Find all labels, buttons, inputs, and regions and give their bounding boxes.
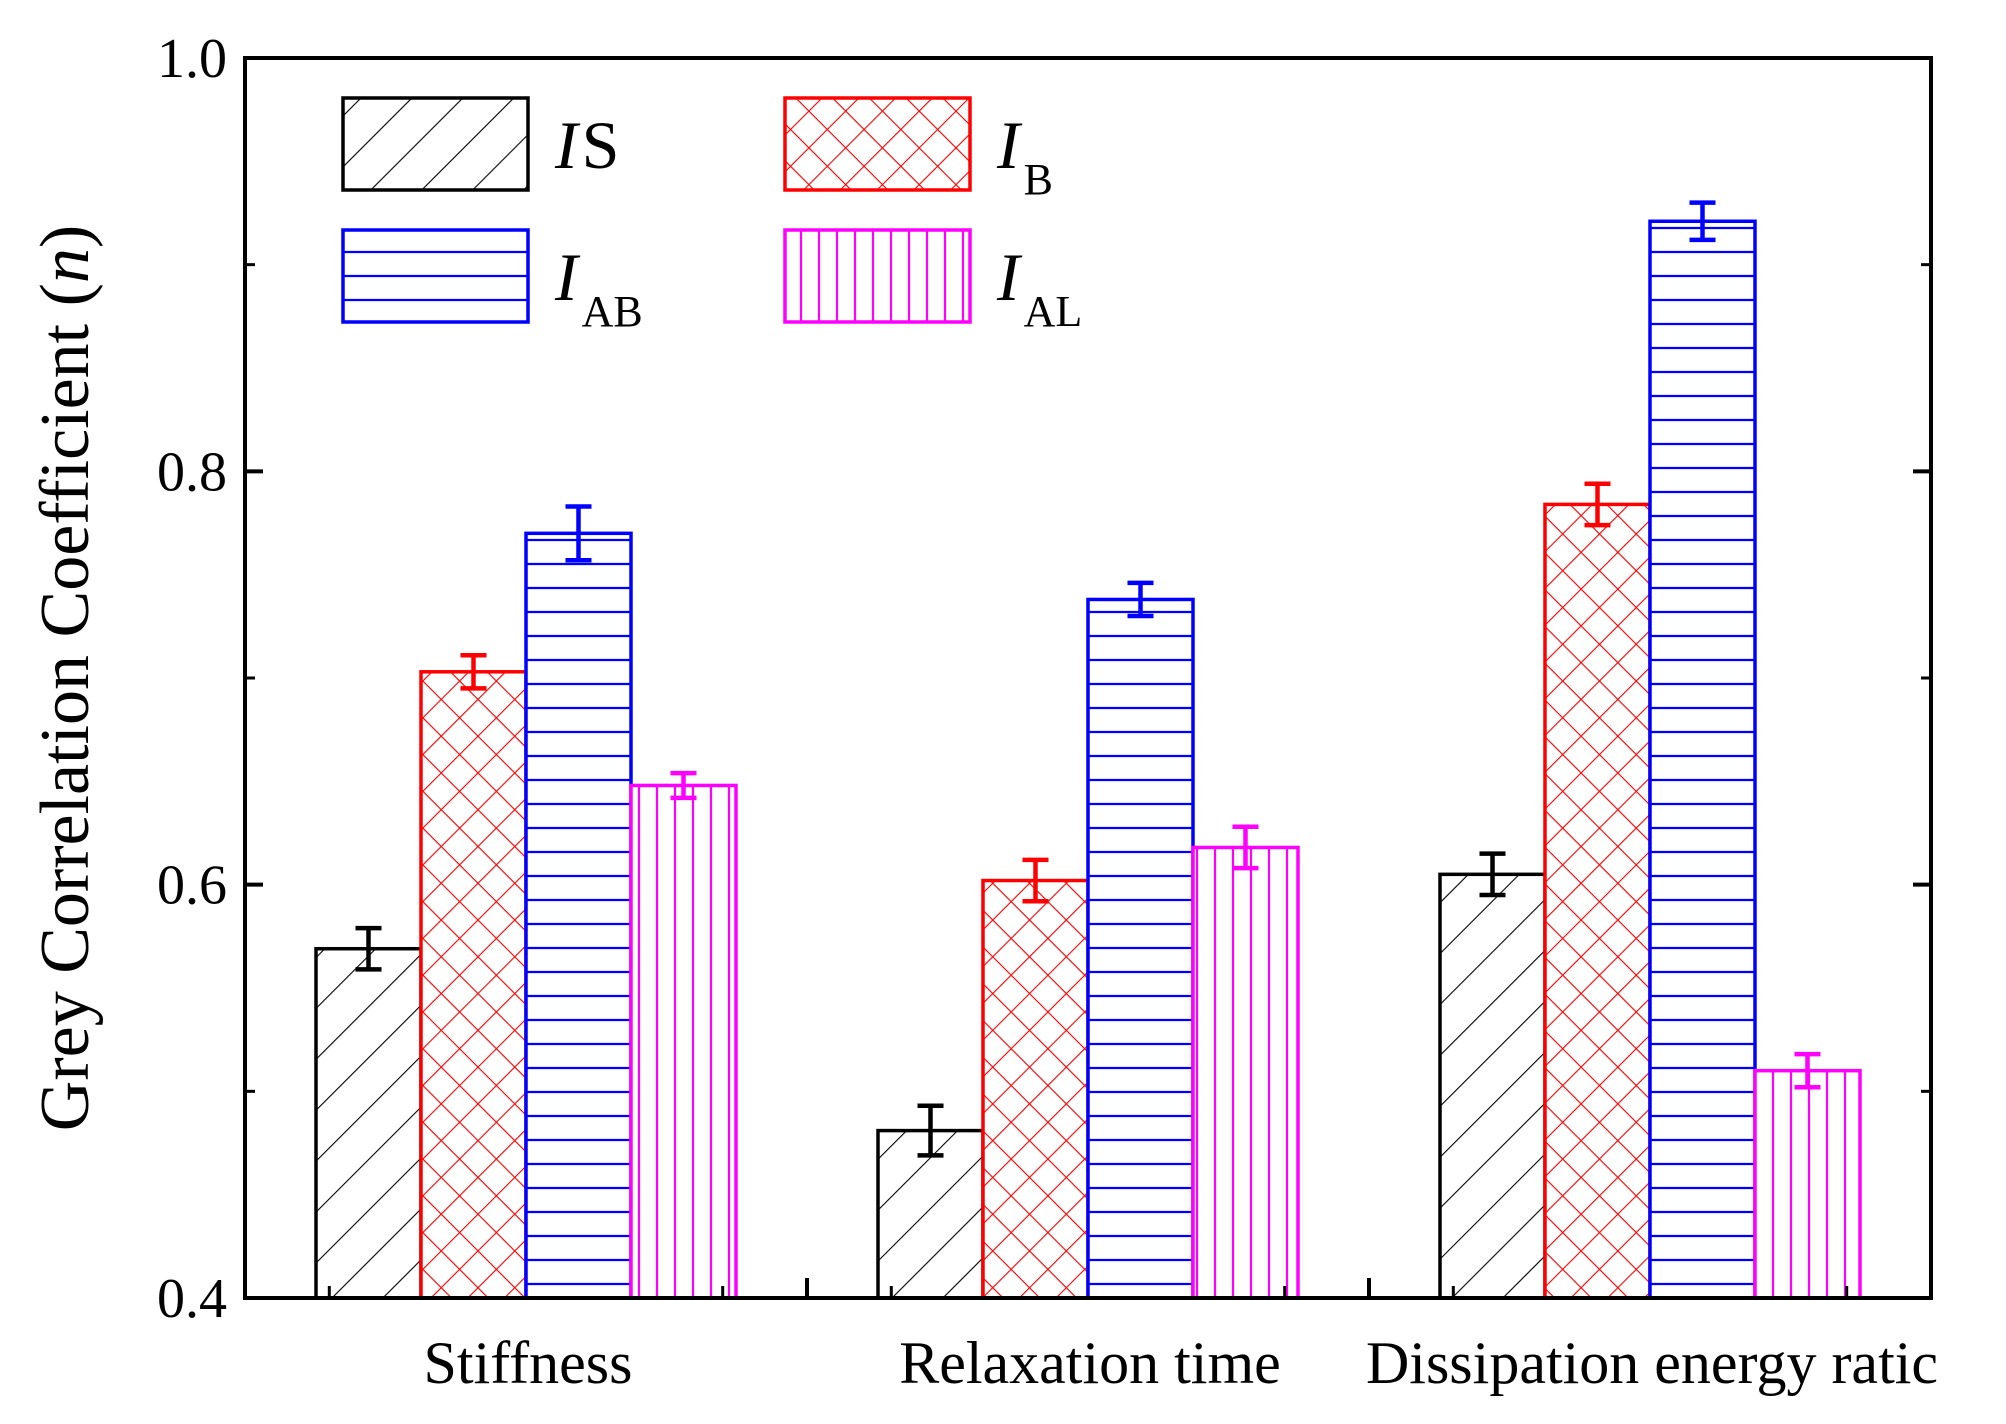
bar-ial-1: [629, 783, 738, 1300]
y-tick-label: 0.6: [157, 855, 227, 917]
y-axis-label-close: ): [27, 225, 104, 248]
bar-is-2: [876, 1128, 985, 1300]
bar-iab-3: [1648, 219, 1757, 1300]
legend: IS IB IAB IAL: [341, 96, 1082, 336]
bar-ial-3: [1753, 1068, 1862, 1300]
error-bar-ib-2: [1022, 857, 1049, 904]
legend-swatch-is: [341, 96, 530, 192]
error-bar-iab-3: [1689, 200, 1716, 243]
x-tick-label: Dissipation energy ratic: [1366, 1330, 1938, 1396]
error-bar-is-3: [1479, 851, 1506, 898]
error-bar-iab-2: [1127, 580, 1154, 619]
legend-swatch-ial: [783, 228, 972, 324]
y-axis-label-variable: n: [27, 248, 104, 283]
x-tick-label: Stiffness: [424, 1330, 633, 1396]
error-bar-ial-2: [1232, 824, 1259, 871]
y-axis-label-main: Grey Correlation Coefficient (: [27, 283, 104, 1131]
bar-ial-2: [1191, 845, 1300, 1300]
legend-label-ib: IB: [996, 107, 1053, 204]
bar-is-1: [314, 946, 423, 1300]
y-tick-label: 0.8: [157, 441, 227, 503]
legend-item-is: IS: [341, 96, 619, 192]
y-tick-label: 0.4: [157, 1268, 227, 1330]
error-bar-ib-3: [1584, 481, 1611, 528]
legend-item-iab: IAB: [341, 228, 643, 336]
axis-layer: 0.4 0.6 0.8 1.0 Stiffness Relaxation time Diss…: [157, 28, 1938, 1396]
legend-item-ib: IB: [783, 96, 1053, 204]
legend-label-is: IS: [554, 107, 619, 183]
bar-ib-2: [981, 878, 1090, 1300]
error-bar-ial-3: [1794, 1051, 1821, 1090]
error-bar-ial-1: [670, 770, 697, 801]
bar-ib-1: [419, 670, 528, 1300]
bar-is-3: [1438, 872, 1547, 1300]
error-bar-is-2: [917, 1103, 944, 1158]
x-tick-label: Relaxation time: [899, 1330, 1281, 1396]
error-bar-is-1: [355, 925, 382, 972]
bars-layer: [314, 219, 1862, 1300]
legend-swatch-iab: [341, 228, 530, 324]
legend-item-ial: IAL: [783, 228, 1082, 336]
bar-iab-2: [1086, 597, 1195, 1300]
error-bar-iab-1: [565, 504, 592, 563]
error-bar-ib-1: [460, 653, 487, 691]
legend-label-iab: IAB: [554, 239, 643, 336]
error-bars-layer: [355, 200, 1821, 1158]
bar-ib-3: [1543, 502, 1652, 1300]
legend-swatch-ib: [783, 96, 972, 192]
y-tick-label: 1.0: [157, 28, 227, 90]
y-axis-label: Grey Correlation Coefficient (n): [27, 225, 104, 1131]
legend-label-ial: IAL: [996, 239, 1082, 336]
bar-iab-1: [524, 531, 633, 1300]
